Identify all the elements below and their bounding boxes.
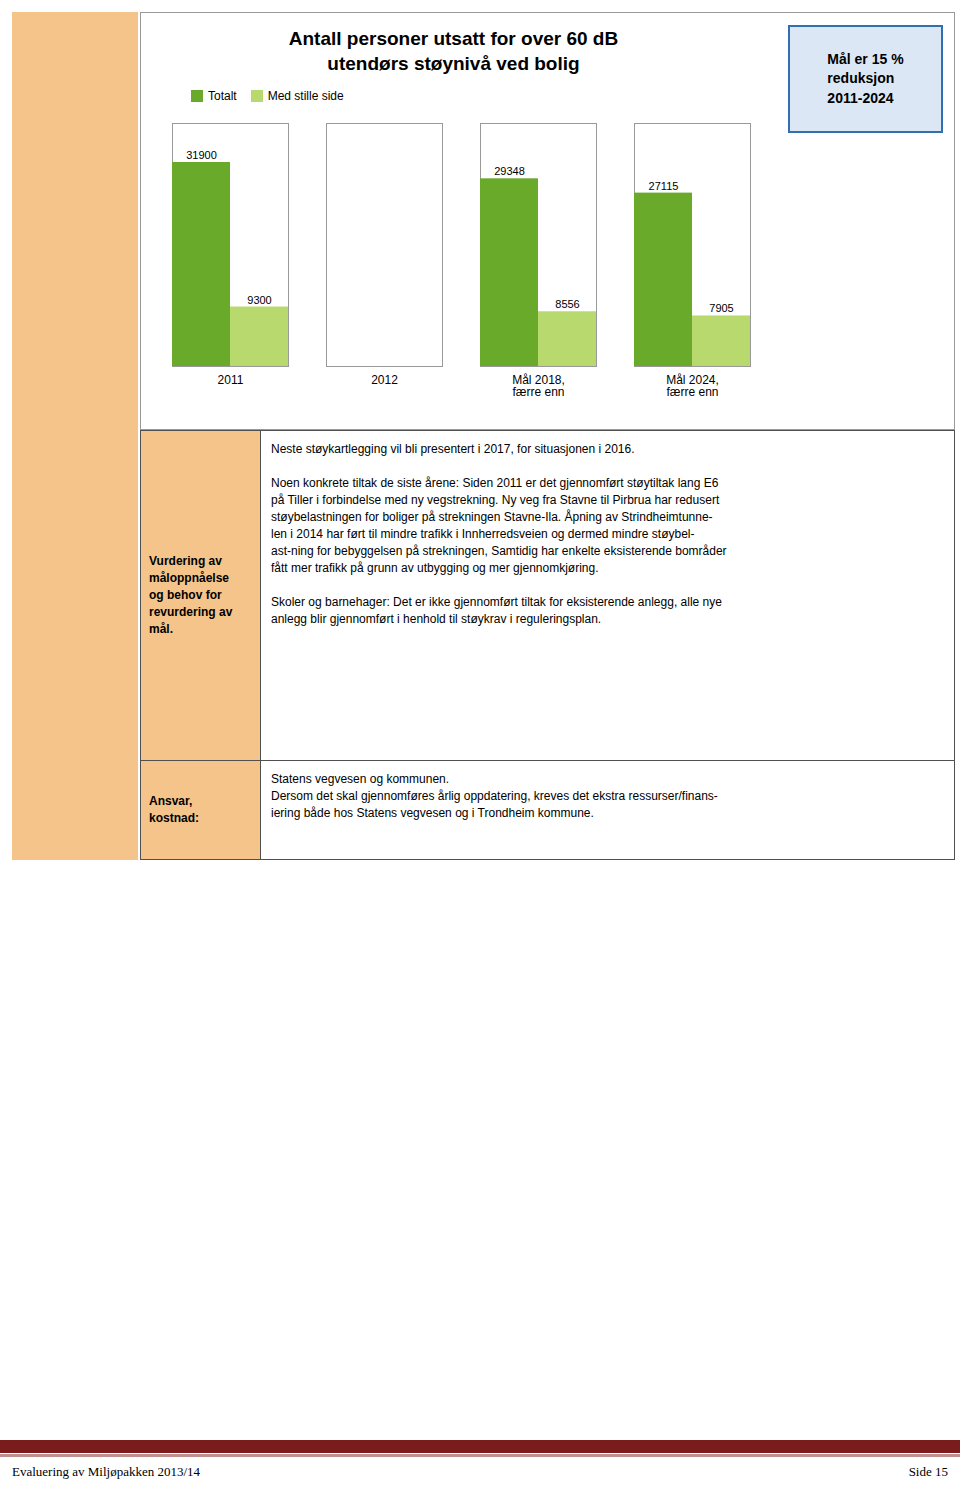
- svg-text:2012: 2012: [371, 373, 398, 387]
- svg-text:31900: 31900: [186, 149, 217, 161]
- html-text:Mål er 15 % reduksjon 2011-202: Mål er 15 % reduksjon 2011-2024: [827, 50, 904, 106]
- html-text:Evaluering av Miljøpakken 2013: Evaluering av Miljøpakken 2013/14: [12, 1464, 201, 1479]
- svg-text:7905: 7905: [709, 302, 733, 314]
- html-text:Neste støykartlegging vil bli: Neste støykartlegging vil bli presentert…: [271, 442, 727, 627]
- svg-text:Mål 2024,færre enn: Mål 2024,færre enn: [666, 373, 719, 399]
- svg-text:27115: 27115: [649, 180, 679, 192]
- svg-text:9300: 9300: [247, 294, 271, 306]
- html-text:Ansvar, kostnad:: Ansvar, kostnad:: [149, 794, 199, 825]
- html-text:Med stille side: Med stille side: [267, 89, 344, 103]
- html-text:Statens vegvesen og kommunen.: Statens vegvesen og kommunen. Dersom det…: [271, 772, 718, 821]
- html-text:Side 15: Side 15: [908, 1464, 948, 1479]
- svg-text:29348: 29348: [494, 165, 525, 177]
- html-text:Totalt: Totalt: [208, 89, 237, 103]
- svg-text:Mål 2018,færre enn: Mål 2018,færre enn: [512, 373, 565, 399]
- svg-text:8556: 8556: [555, 298, 579, 310]
- html-text:Antall personer utsatt for ove: Antall personer utsatt for over 60 dB ut…: [288, 28, 619, 74]
- svg-text:2011: 2011: [218, 373, 244, 387]
- html-text:Vurdering av måloppnåelse og b: Vurdering av måloppnåelse og behov for r…: [149, 553, 233, 636]
